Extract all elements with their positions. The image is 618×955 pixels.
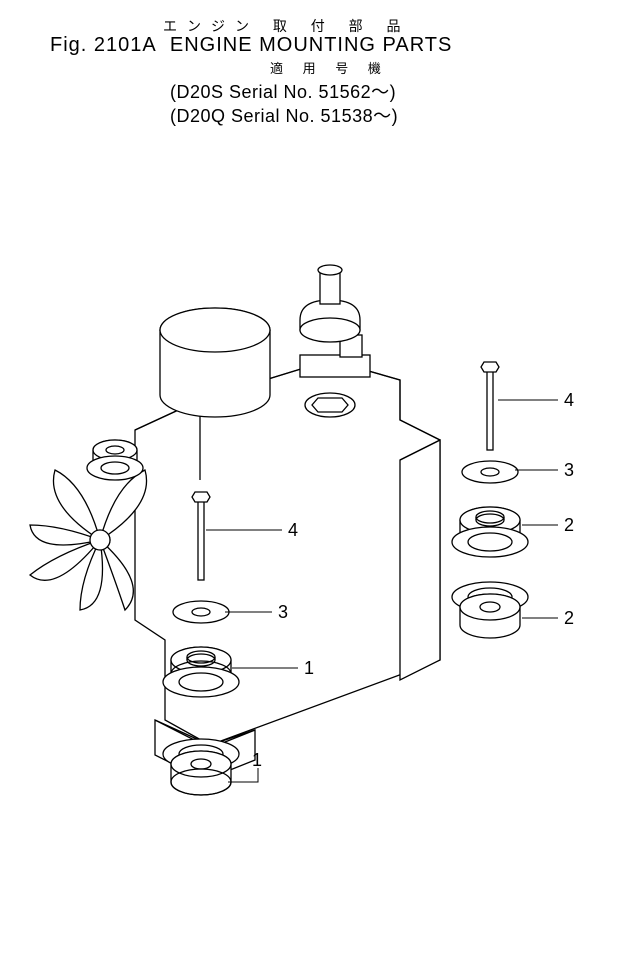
rear-cushion-lower <box>452 582 528 638</box>
top-cushion-decor <box>87 440 143 480</box>
callout-3-front: 3 <box>278 602 288 623</box>
callout-1-front-lower: 1 <box>252 750 262 771</box>
rear-bolt <box>481 362 499 450</box>
canister-right <box>300 265 360 342</box>
callout-2-rear-lower: 2 <box>564 608 574 629</box>
callout-4-front: 4 <box>288 520 298 541</box>
engine-mounting-diagram <box>0 0 618 955</box>
front-cushion-upper <box>163 647 239 697</box>
front-cushion-lower <box>163 739 239 795</box>
rear-washer <box>462 461 518 483</box>
front-washer <box>173 601 229 623</box>
top-hex-bolt <box>305 393 355 417</box>
callout-4-rear: 4 <box>564 390 574 411</box>
callout-1-front-upper: 1 <box>304 658 314 679</box>
callout-3-rear: 3 <box>564 460 574 481</box>
page-root: エンジン 取 付 部 品 Fig. 2101A ENGINE MOUNTING … <box>0 0 618 955</box>
callout-2-rear-upper: 2 <box>564 515 574 536</box>
canister-left <box>160 308 270 417</box>
